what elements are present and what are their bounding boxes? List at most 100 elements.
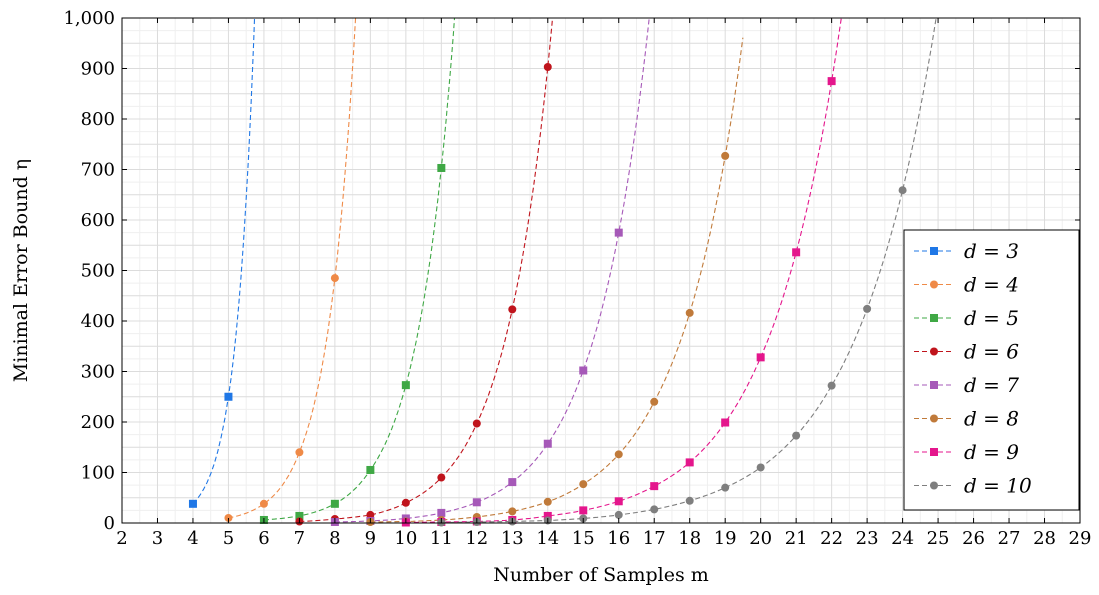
data-point	[437, 163, 446, 172]
data-point	[366, 510, 375, 519]
y-tick-label: 0	[104, 513, 115, 534]
x-tick-label: 14	[536, 528, 559, 549]
data-point	[224, 513, 233, 522]
series-curve-d4	[228, 18, 357, 519]
data-point	[650, 397, 659, 406]
x-tick-label: 26	[962, 528, 985, 549]
data-point	[437, 508, 446, 517]
data-point	[614, 510, 623, 519]
x-tick-label: 19	[714, 528, 737, 549]
series-curve-d10	[441, 18, 937, 523]
x-tick-label: 10	[394, 528, 417, 549]
x-tick-label: 13	[501, 528, 524, 549]
data-point	[827, 381, 836, 390]
data-point	[437, 473, 446, 482]
data-point	[650, 482, 659, 491]
x-tick-label: 9	[365, 528, 376, 549]
legend-label: d = 4	[964, 273, 1019, 297]
data-point	[543, 511, 552, 520]
y-tick-label: 800	[81, 109, 115, 130]
data-point	[863, 304, 872, 313]
data-point	[650, 505, 659, 514]
data-point	[756, 353, 765, 362]
data-point	[295, 511, 304, 520]
x-tick-label: 6	[258, 528, 269, 549]
axis-ticks	[121, 17, 1081, 524]
y-tick-label: 1,000	[63, 8, 115, 29]
y-tick-label: 500	[81, 261, 115, 282]
y-tick-label: 300	[81, 362, 115, 383]
data-point	[401, 381, 410, 390]
x-tick-label: 15	[572, 528, 595, 549]
x-axis-title: Number of Samples m	[493, 564, 709, 586]
data-point	[366, 465, 375, 474]
data-point	[579, 506, 588, 515]
x-tick-label: 2	[116, 528, 127, 549]
y-axis-title: Minimal Error Bound η	[10, 159, 32, 382]
y-tick-label: 600	[81, 210, 115, 231]
x-tick-label: 23	[856, 528, 879, 549]
y-tick-label: 200	[81, 412, 115, 433]
data-point	[721, 151, 730, 160]
x-tick-label: 11	[430, 528, 453, 549]
legend-label: d = 3	[964, 239, 1019, 263]
series-curve-d3	[192, 18, 256, 505]
series-curve-d7	[334, 18, 650, 523]
data-point	[756, 463, 765, 472]
data-point	[721, 418, 730, 427]
x-tick-label: 7	[294, 528, 305, 549]
x-tick-label: 12	[465, 528, 488, 549]
y-tick-label: 900	[81, 59, 115, 80]
data-point	[508, 305, 517, 314]
data-point	[330, 274, 339, 283]
legend-marker	[930, 448, 938, 456]
legend-marker	[930, 381, 938, 389]
data-point	[614, 497, 623, 506]
data-point	[792, 431, 801, 440]
x-tick-label: 29	[1069, 528, 1092, 549]
data-point	[259, 499, 268, 508]
x-tick-label: 17	[643, 528, 666, 549]
legend: d = 3 d = 4 d = 5 d = 6 d = 7 d = 8 d = 9 d = 1…	[903, 229, 1080, 511]
series-curve-d6	[299, 18, 554, 523]
legend-marker	[930, 347, 938, 356]
data-point	[685, 496, 694, 505]
data-point	[295, 448, 304, 457]
legend-label: d = 7	[964, 373, 1019, 397]
y-tick-label: 100	[81, 463, 115, 484]
y-tick-label: 400	[81, 311, 115, 332]
data-point	[721, 483, 730, 492]
legend-marker	[930, 280, 938, 289]
x-tick-label: 21	[785, 528, 808, 549]
data-point	[330, 499, 339, 508]
data-point	[614, 450, 623, 459]
x-tick-label: 16	[607, 528, 630, 549]
legend-label: d = 6	[964, 340, 1019, 364]
legend-box	[903, 229, 1080, 511]
data-point	[579, 480, 588, 489]
y-tick-labels: 0 100 200 300 400 500 600 700 800 900 1,000	[63, 8, 115, 534]
x-tick-label: 3	[152, 528, 163, 549]
data-point	[188, 499, 197, 508]
data-point	[401, 498, 410, 507]
data-point	[472, 419, 481, 428]
data-point	[614, 228, 623, 237]
data-point	[543, 62, 552, 71]
x-tick-label: 27	[998, 528, 1021, 549]
legend-label: d = 5	[964, 306, 1019, 330]
x-tick-label: 20	[749, 528, 772, 549]
x-tick-label: 28	[1033, 528, 1056, 549]
x-tick-label: 18	[678, 528, 701, 549]
legend-label: d = 10	[964, 474, 1032, 498]
legend-marker	[930, 247, 938, 255]
data-point	[792, 248, 801, 257]
data-point	[224, 392, 233, 401]
legend-marker	[930, 414, 938, 423]
legend-marker	[930, 481, 938, 490]
data-point	[685, 458, 694, 467]
x-tick-label: 4	[187, 528, 198, 549]
data-point	[898, 186, 907, 195]
x-tick-label: 22	[820, 528, 843, 549]
legend-label: d = 8	[964, 407, 1019, 431]
